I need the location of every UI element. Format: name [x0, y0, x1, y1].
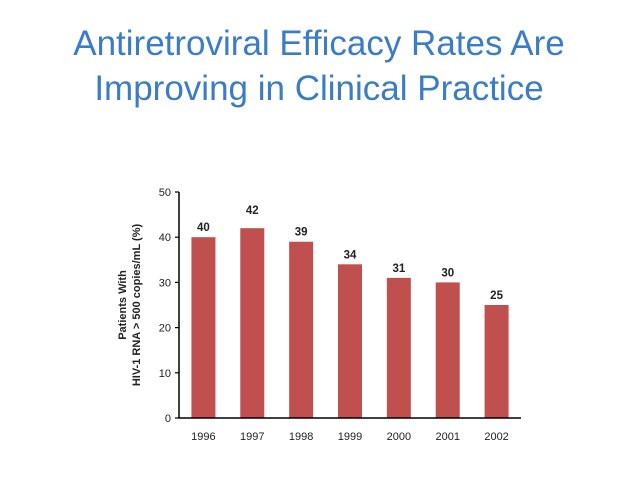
- x-tick-label: 2001: [435, 431, 459, 443]
- chart-title-line-1: Antiretroviral Efficacy Rates Are: [73, 24, 565, 63]
- x-tick-label: 1998: [289, 431, 313, 443]
- bar-2000: [386, 277, 411, 418]
- x-tick-label: 1999: [338, 431, 362, 443]
- bar-1996: [191, 237, 216, 418]
- x-tick-label: 1997: [240, 431, 264, 443]
- data-label: 25: [490, 290, 503, 302]
- data-label: 31: [392, 263, 405, 275]
- x-tick-label: 1996: [191, 431, 215, 443]
- y-tick-label: 30: [159, 277, 171, 289]
- y-tick-label: 0: [165, 413, 171, 425]
- data-label: 40: [197, 222, 210, 234]
- data-label: 39: [295, 227, 308, 239]
- bar-2002: [484, 305, 509, 418]
- bars: 40 42 39 34 31 30 25: [191, 205, 509, 418]
- y-tick-label: 20: [159, 323, 171, 335]
- x-tick-label: 2002: [484, 431, 508, 443]
- y-axis-title-line-2: HIV-1 RNA > 500 copies/mL (%): [131, 224, 143, 387]
- x-axis: 1996 1997 1998 1999 2000 2001 2002: [179, 417, 521, 443]
- y-axis-title-line-1: Patients With: [117, 270, 129, 340]
- chart-title-line-2: Improving in Clinical Practice: [94, 69, 544, 108]
- y-tick-label: 40: [159, 232, 171, 244]
- data-label: 34: [344, 249, 357, 261]
- y-tick-label: 50: [159, 187, 171, 199]
- y-axis: 0 10 20 30 40 50: [159, 187, 180, 425]
- y-tick-label: 10: [159, 368, 171, 380]
- bar-1998: [289, 241, 314, 418]
- bar-1999: [338, 264, 362, 418]
- x-tick-label: 2000: [387, 431, 411, 443]
- data-label: 42: [246, 205, 259, 217]
- y-axis-title: Patients With HIV-1 RNA > 500 copies/mL …: [117, 224, 143, 387]
- bar-1997: [240, 228, 265, 418]
- data-label: 30: [441, 267, 454, 279]
- bar-2001: [435, 282, 460, 418]
